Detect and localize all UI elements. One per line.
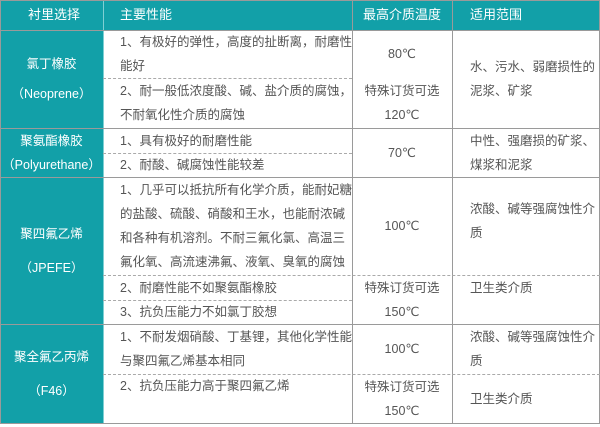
temp: 100℃ bbox=[384, 219, 420, 233]
application: 浓酸、碱等强腐蚀性介质 bbox=[470, 202, 596, 240]
divider bbox=[0, 423, 600, 424]
property: 2、耐一般低浓度酸、碱、盐介质的腐蚀，不耐氧化性介质的腐蚀 bbox=[120, 84, 352, 122]
divider bbox=[0, 177, 600, 178]
temp-special: 特殊订货可选 120℃ bbox=[352, 78, 452, 128]
lining-neoprene: 氯丁橡胶 （Neoprene） bbox=[0, 30, 103, 128]
application: 卫生类介质 bbox=[470, 281, 533, 295]
application: 浓酸、碱等强腐蚀性介质 bbox=[470, 330, 596, 368]
temp: 100℃ bbox=[384, 342, 420, 356]
temp-special: 特殊订货可选 150℃ bbox=[352, 275, 452, 324]
divider bbox=[0, 0, 1, 424]
property: 1、有极好的弹性，高度的扯断离，耐磨性能好 bbox=[120, 35, 352, 73]
divider bbox=[0, 0, 600, 1]
divider bbox=[0, 30, 600, 31]
dashed-divider bbox=[103, 78, 352, 79]
temp: 70℃ bbox=[388, 145, 416, 160]
lining-code: （Polyurethane） bbox=[2, 157, 101, 172]
header-lining: 衬里选择 bbox=[28, 7, 81, 22]
property: 2、耐酸、碱腐蚀性能较差 bbox=[120, 158, 265, 172]
lining-code: （JPEFE） bbox=[19, 260, 84, 275]
lining-ptfe: 聚四氟乙烯 （JPEFE） bbox=[0, 177, 103, 324]
property: 2、抗负压能力高于聚四氟乙烯 bbox=[120, 379, 290, 393]
temp-special-label: 特殊订货可选 bbox=[364, 379, 440, 394]
application: 水、污水、弱磨损性的泥浆、矿浆 bbox=[470, 60, 596, 98]
header-properties: 主要性能 bbox=[120, 7, 173, 22]
lining-name: 聚全氟乙丙烯 bbox=[13, 349, 89, 364]
dashed-divider bbox=[103, 153, 352, 154]
lining-name: 聚四氟乙烯 bbox=[20, 226, 83, 241]
divider bbox=[0, 128, 600, 129]
application: 卫生类介质 bbox=[470, 391, 533, 406]
lining-polyurethane: 聚氨酯橡胶 （Polyurethane） bbox=[0, 128, 103, 177]
dashed-divider bbox=[103, 300, 352, 301]
header-max-temp: 最高介质温度 bbox=[362, 7, 441, 22]
property: 1、几乎可以抵抗所有化学介质，能耐妃糖的盐酸、硫酸、硝酸和王水，也能耐浓碱和各种… bbox=[120, 183, 352, 269]
dashed-divider bbox=[103, 275, 600, 276]
temp: 80℃ bbox=[388, 47, 416, 61]
divider bbox=[352, 0, 353, 424]
temp-special-label: 特殊订货可选 bbox=[364, 280, 440, 295]
property: 3、抗负压能力不如氯丁胶想 bbox=[120, 305, 277, 319]
application: 中性、强磨损的矿浆、煤浆和泥浆 bbox=[470, 133, 596, 172]
lining-code: （F46） bbox=[28, 383, 75, 398]
lining-f46: 聚全氟乙丙烯 （F46） bbox=[0, 324, 103, 423]
property: 1、具有极好的耐磨性能 bbox=[120, 133, 252, 148]
header-application: 适用范围 bbox=[470, 7, 523, 22]
temp-special: 特殊订货可选 150℃ bbox=[352, 374, 452, 423]
property: 1、不耐发烟硝酸、丁基锂，其他化学性能与聚四氟乙烯基本相同 bbox=[120, 330, 352, 368]
lining-name: 氯丁橡胶 bbox=[26, 57, 77, 71]
temp-special-value: 150℃ bbox=[384, 304, 420, 319]
temp-special-value: 150℃ bbox=[384, 403, 420, 418]
header-row bbox=[0, 0, 600, 30]
lining-code: （Neoprene） bbox=[11, 87, 92, 101]
divider bbox=[0, 324, 600, 325]
property: 2、耐磨性能不如聚氨酯橡胶 bbox=[120, 280, 277, 295]
divider bbox=[452, 0, 453, 424]
temp-special-label: 特殊订货可选 bbox=[364, 84, 440, 98]
lining-column bbox=[0, 30, 103, 424]
lining-name: 聚氨酯橡胶 bbox=[20, 133, 83, 148]
dashed-divider bbox=[103, 374, 600, 375]
divider bbox=[103, 0, 104, 424]
temp-special-value: 120℃ bbox=[384, 108, 420, 122]
